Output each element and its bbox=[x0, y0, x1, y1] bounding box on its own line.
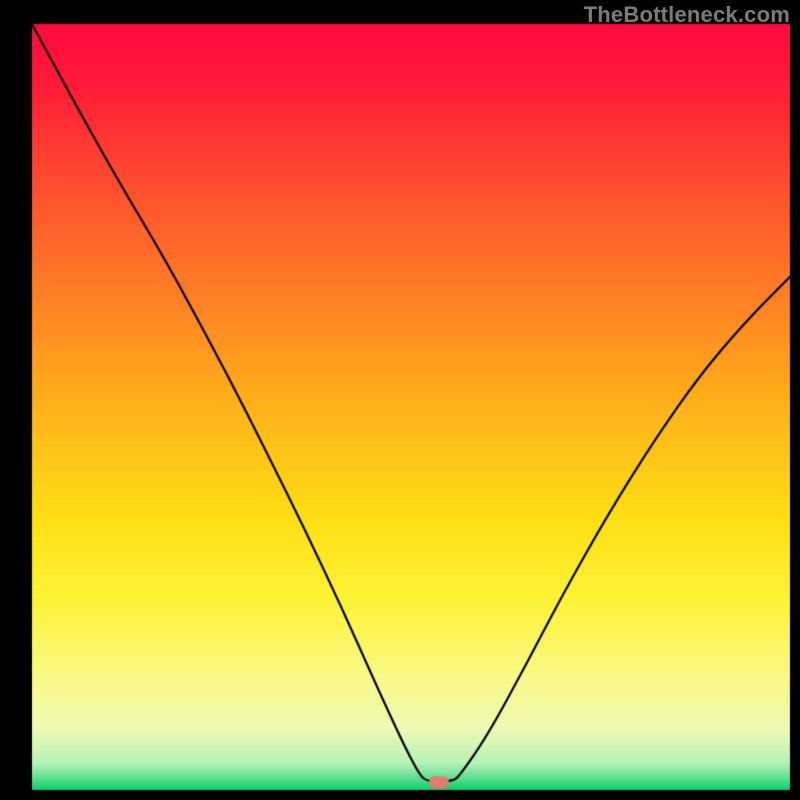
bottleneck-curve bbox=[0, 0, 800, 800]
chart-container: TheBottleneck.com bbox=[0, 0, 800, 800]
watermark-text: TheBottleneck.com bbox=[584, 2, 790, 28]
